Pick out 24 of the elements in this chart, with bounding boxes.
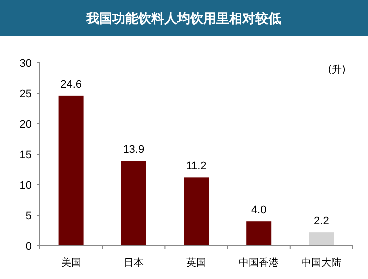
y-tick-label: 30: [20, 58, 32, 70]
x-tick-label: 中国香港: [239, 257, 280, 269]
y-axis-title: (升): [328, 64, 346, 76]
chart-title: 我国功能饮料人均饮用里相对较低: [86, 11, 282, 27]
x-tick-label: 英国: [186, 257, 206, 269]
y-tick-label: 10: [20, 180, 32, 192]
y-tick-label: 20: [20, 119, 32, 131]
bar: [246, 222, 272, 246]
data-label: 2.2: [314, 216, 330, 228]
data-label: 4.0: [251, 204, 267, 217]
y-tick-label: 0: [26, 241, 32, 253]
bar: [58, 96, 84, 246]
y-tick-label: 25: [20, 88, 32, 100]
x-tick-label: 中国大陆: [302, 257, 342, 269]
data-label: 11.2: [186, 160, 207, 173]
bar: [309, 232, 334, 246]
data-label: 24.6: [60, 78, 82, 91]
y-tick-label: 5: [26, 210, 32, 222]
x-tick-label: 美国: [61, 257, 82, 269]
x-tick-label: 日本: [124, 257, 144, 269]
bar: [121, 161, 146, 246]
bar: [184, 178, 209, 246]
data-label: 13.9: [123, 144, 145, 156]
y-tick-label: 15: [20, 150, 32, 162]
